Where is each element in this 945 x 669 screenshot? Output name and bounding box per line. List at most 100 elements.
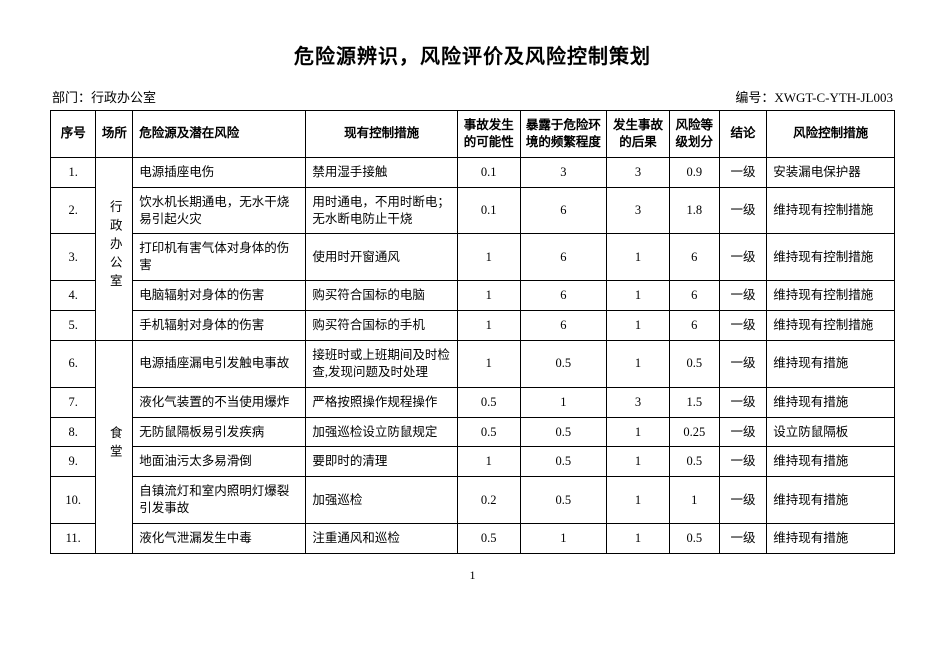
cell-hazard: 液化气装置的不当使用爆炸 xyxy=(133,387,306,417)
cell-seq: 1. xyxy=(51,157,96,187)
table-row: 8.无防鼠隔板易引发疾病加强巡检设立防鼠规定0.50.510.25一级设立防鼠隔… xyxy=(51,417,895,447)
cell-meas: 设立防鼠隔板 xyxy=(767,417,895,447)
cell-hazard: 液化气泄漏发生中毒 xyxy=(133,524,306,554)
cell-seq: 2. xyxy=(51,187,96,234)
th-p4: 风险等级划分 xyxy=(669,111,719,158)
cell-p4: 6 xyxy=(669,234,719,281)
cell-p4: 6 xyxy=(669,281,719,311)
cell-p5: 一级 xyxy=(719,524,767,554)
cell-p1: 0.1 xyxy=(457,157,520,187)
table-row: 3.打印机有害气体对身体的伤害使用时开窗通风1616一级维持现有控制措施 xyxy=(51,234,895,281)
table-row: 10.自镇流灯和室内照明灯爆裂引发事故加强巡检0.20.511一级维持现有措施 xyxy=(51,477,895,524)
cell-hazard: 电源插座电伤 xyxy=(133,157,306,187)
cell-p3: 3 xyxy=(607,157,670,187)
cell-p5: 一级 xyxy=(719,234,767,281)
cell-p2: 3 xyxy=(520,157,607,187)
cell-seq: 10. xyxy=(51,477,96,524)
th-p3: 发生事故的后果 xyxy=(607,111,670,158)
cell-seq: 6. xyxy=(51,340,96,387)
th-meas: 风险控制措施 xyxy=(767,111,895,158)
cell-p1: 0.1 xyxy=(457,187,520,234)
cell-p4: 6 xyxy=(669,311,719,341)
cell-p3: 1 xyxy=(607,234,670,281)
cell-p5: 一级 xyxy=(719,157,767,187)
cell-p2: 6 xyxy=(520,281,607,311)
cell-hazard: 饮水机长期通电，无水干烧易引起火灾 xyxy=(133,187,306,234)
cell-p5: 一级 xyxy=(719,447,767,477)
cell-ctrl: 严格按照操作规程操作 xyxy=(306,387,457,417)
cell-p3: 1 xyxy=(607,524,670,554)
cell-p5: 一级 xyxy=(719,340,767,387)
cell-hazard: 地面油污太多易滑倒 xyxy=(133,447,306,477)
th-seq: 序号 xyxy=(51,111,96,158)
cell-p4: 0.5 xyxy=(669,447,719,477)
cell-hazard: 打印机有害气体对身体的伤害 xyxy=(133,234,306,281)
cell-meas: 维持现有控制措施 xyxy=(767,234,895,281)
table-row: 2.饮水机长期通电，无水干烧易引起火灾用时通电，不用时断电；无水断电防止干烧0.… xyxy=(51,187,895,234)
cell-seq: 9. xyxy=(51,447,96,477)
cell-seq: 3. xyxy=(51,234,96,281)
cell-p2: 6 xyxy=(520,234,607,281)
cell-p3: 1 xyxy=(607,477,670,524)
cell-p3: 1 xyxy=(607,311,670,341)
cell-ctrl: 加强巡检设立防鼠规定 xyxy=(306,417,457,447)
dept-block: 部门：行政办公室 xyxy=(52,87,156,106)
cell-seq: 11. xyxy=(51,524,96,554)
meta-row: 部门：行政办公室 编号：XWGT-C-YTH-JL003 xyxy=(50,87,895,106)
cell-p3: 1 xyxy=(607,417,670,447)
cell-p4: 1.8 xyxy=(669,187,719,234)
dept-value: 行政办公室 xyxy=(91,90,156,105)
cell-p4: 0.9 xyxy=(669,157,719,187)
cell-p4: 0.5 xyxy=(669,524,719,554)
cell-p4: 1 xyxy=(669,477,719,524)
cell-p5: 一级 xyxy=(719,187,767,234)
cell-p3: 1 xyxy=(607,447,670,477)
cell-p3: 1 xyxy=(607,281,670,311)
cell-ctrl: 禁用湿手接触 xyxy=(306,157,457,187)
cell-seq: 5. xyxy=(51,311,96,341)
cell-p4: 0.5 xyxy=(669,340,719,387)
risk-table: 序号 场所 危险源及潜在风险 现有控制措施 事故发生的可能性 暴露于危险环境的频… xyxy=(50,110,895,554)
cell-p1: 0.5 xyxy=(457,524,520,554)
page-title: 危险源辨识，风险评价及风险控制策划 xyxy=(50,40,895,69)
cell-meas: 维持现有控制措施 xyxy=(767,187,895,234)
cell-p1: 0.2 xyxy=(457,477,520,524)
cell-p1: 1 xyxy=(457,340,520,387)
table-row: 7.液化气装置的不当使用爆炸严格按照操作规程操作0.5131.5一级维持现有措施 xyxy=(51,387,895,417)
place-label: 食堂 xyxy=(106,426,123,463)
dept-label: 部门： xyxy=(52,90,91,105)
cell-p1: 1 xyxy=(457,281,520,311)
header-row: 序号 场所 危险源及潜在风险 现有控制措施 事故发生的可能性 暴露于危险环境的频… xyxy=(51,111,895,158)
cell-hazard: 手机辐射对身体的伤害 xyxy=(133,311,306,341)
cell-p5: 一级 xyxy=(719,281,767,311)
cell-p5: 一级 xyxy=(719,477,767,524)
cell-meas: 维持现有控制措施 xyxy=(767,281,895,311)
cell-p4: 1.5 xyxy=(669,387,719,417)
cell-p1: 1 xyxy=(457,311,520,341)
cell-p1: 1 xyxy=(457,447,520,477)
cell-place-canteen: 食堂 xyxy=(96,340,133,553)
cell-seq: 7. xyxy=(51,387,96,417)
cell-p1: 0.5 xyxy=(457,387,520,417)
cell-ctrl: 购买符合国标的手机 xyxy=(306,311,457,341)
cell-p2: 0.5 xyxy=(520,417,607,447)
cell-p2: 0.5 xyxy=(520,477,607,524)
cell-meas: 维持现有措施 xyxy=(767,387,895,417)
th-p2: 暴露于危险环境的频繁程度 xyxy=(520,111,607,158)
th-ctrl: 现有控制措施 xyxy=(306,111,457,158)
code-value: XWGT-C-YTH-JL003 xyxy=(774,90,893,105)
cell-p2: 1 xyxy=(520,387,607,417)
cell-p3: 1 xyxy=(607,340,670,387)
cell-p5: 一级 xyxy=(719,417,767,447)
table-row: 6.食堂电源插座漏电引发触电事故接班时或上班期间及时检查,发现问题及时处理10.… xyxy=(51,340,895,387)
cell-p2: 1 xyxy=(520,524,607,554)
table-row: 1.行政办公室电源插座电伤禁用湿手接触0.1330.9一级安装漏电保护器 xyxy=(51,157,895,187)
code-label: 编号： xyxy=(735,90,774,105)
cell-ctrl: 使用时开窗通风 xyxy=(306,234,457,281)
cell-ctrl: 要即时的清理 xyxy=(306,447,457,477)
cell-seq: 8. xyxy=(51,417,96,447)
cell-p5: 一级 xyxy=(719,387,767,417)
cell-meas: 安装漏电保护器 xyxy=(767,157,895,187)
cell-ctrl: 接班时或上班期间及时检查,发现问题及时处理 xyxy=(306,340,457,387)
cell-p2: 0.5 xyxy=(520,340,607,387)
